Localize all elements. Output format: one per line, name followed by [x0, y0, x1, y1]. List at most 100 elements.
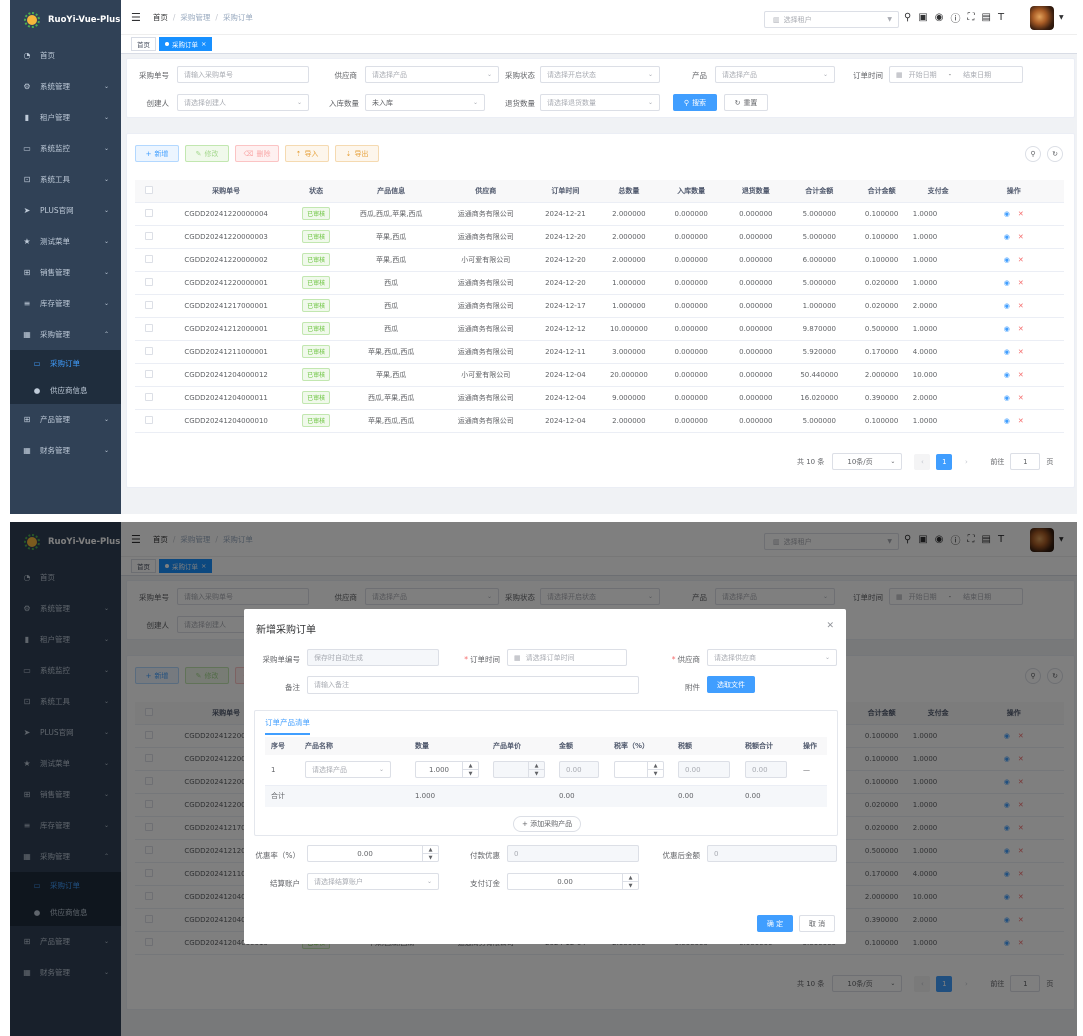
sidebar-item-0[interactable]: ◔ 首页 — [10, 40, 121, 71]
qty-stepper[interactable]: 1.000 ▲ ▼ — [415, 761, 479, 779]
status-select[interactable]: 请选择开启状态 ⌄ — [540, 66, 660, 83]
chevron-up-icon[interactable]: ▲ — [648, 762, 663, 771]
product-select[interactable]: 请选择产品 ⌄ — [305, 761, 391, 779]
sidebar-item-after-1[interactable]: ▦ 财务管理 ⌄ — [10, 435, 121, 466]
view-icon[interactable]: ◉ — [1003, 255, 1010, 264]
tenant-select[interactable]: ▥ 选择租户 ▼ — [764, 11, 899, 28]
row-checkbox[interactable] — [135, 409, 163, 433]
delete-icon[interactable]: ✕ — [1017, 370, 1024, 379]
chevron-up-icon[interactable]: ▲ — [623, 874, 638, 882]
creator-select[interactable]: 请选择创建人 ⌄ — [177, 94, 309, 111]
row-checkbox[interactable] — [135, 294, 163, 318]
page-number[interactable]: 1 — [936, 453, 953, 470]
export-button[interactable]: ⇣导出 — [335, 145, 379, 162]
row-checkbox[interactable] — [135, 363, 163, 387]
delete-icon[interactable]: ✕ — [1017, 324, 1024, 333]
sidebar-subitem-0[interactable]: ▭ 采购订单 — [10, 350, 121, 377]
order-time-picker[interactable]: ▦ 请选择订单时间 — [507, 649, 627, 666]
table-row[interactable]: CGDD20241220000004 已审核西瓜,西瓜,苹果,西瓜运通商务有限公司… — [135, 202, 1064, 226]
view-icon[interactable]: ◉ — [1003, 301, 1010, 310]
row-checkbox[interactable] — [135, 271, 163, 295]
tag-home[interactable]: 首页 — [131, 37, 156, 51]
hamburger-icon[interactable]: ☰ — [131, 10, 141, 24]
refresh-button[interactable]: ↻ — [1047, 146, 1063, 162]
view-icon[interactable]: ◉ — [1003, 209, 1010, 218]
order-time-range[interactable]: ▦ 开始日期 - 结束日期 — [889, 66, 1023, 83]
discount-rate-stepper[interactable]: 0.00 ▲ ▼ — [307, 845, 439, 862]
help-icon[interactable]: ⓘ — [950, 14, 961, 25]
sidebar-item-2[interactable]: ▮ 租户管理 ⌄ — [10, 102, 121, 133]
chevron-down-icon[interactable]: ▼ — [628, 882, 633, 889]
supplier-select[interactable]: 请选择产品 ⌄ — [365, 66, 499, 83]
font-size-icon[interactable]: T — [997, 12, 1005, 23]
close-icon[interactable]: ✕ — [826, 621, 834, 631]
next-page-button[interactable]: › — [958, 453, 975, 470]
sidebar-subitem-1[interactable]: ● 供应商信息 — [10, 377, 121, 404]
product-select[interactable]: 请选择产品 ⌄ — [715, 66, 835, 83]
deposit-stepper[interactable]: 0.00 ▲ ▼ — [507, 873, 639, 890]
view-icon[interactable]: ◉ — [1003, 416, 1010, 425]
confirm-button[interactable]: 确 定 — [757, 915, 793, 932]
chevron-down-icon[interactable]: ▼ — [468, 770, 473, 777]
delete-icon[interactable]: ✕ — [1017, 347, 1024, 356]
sidebar-item-6[interactable]: ★ 测试菜单 ⌄ — [10, 226, 121, 257]
sidebar-item-4[interactable]: ⊡ 系统工具 ⌄ — [10, 164, 121, 195]
remark-textarea[interactable]: 请输入备注 — [307, 676, 639, 694]
edit-button[interactable]: ✎修改 — [185, 145, 229, 162]
select-all-checkbox[interactable] — [135, 180, 163, 203]
sidebar-item-after-0[interactable]: ⊞ 产品管理 ⌄ — [10, 404, 121, 435]
item-op[interactable]: — — [797, 755, 827, 786]
choose-file-button[interactable]: 选取文件 — [707, 676, 755, 693]
view-icon[interactable]: ◉ — [1003, 347, 1010, 356]
delete-icon[interactable]: ✕ — [1017, 232, 1024, 241]
chevron-down-icon[interactable]: ▼ — [653, 770, 658, 777]
cancel-button[interactable]: 取 消 — [799, 915, 835, 932]
row-checkbox[interactable] — [135, 202, 163, 226]
delete-icon[interactable]: ✕ — [1017, 416, 1024, 425]
search-icon[interactable]: ⚲ — [904, 12, 912, 23]
view-icon[interactable]: ◉ — [1003, 324, 1010, 333]
sidebar-item-5[interactable]: ➤ PLUS官网 ⌄ — [10, 195, 121, 226]
supplier-select[interactable]: 请选择供应商 ⌄ — [707, 649, 837, 666]
avatar-caret-icon[interactable]: ▼ — [1059, 14, 1064, 21]
tax-rate-stepper[interactable]: ▲ ▼ — [614, 761, 664, 779]
breadcrumb-home[interactable]: 首页 — [152, 12, 168, 22]
github-icon[interactable]: ◉ — [934, 12, 944, 23]
chevron-up-icon[interactable]: ▲ — [423, 846, 438, 854]
view-icon[interactable]: ◉ — [1003, 393, 1010, 402]
row-checkbox[interactable] — [135, 317, 163, 341]
add-button[interactable]: +新增 — [135, 145, 179, 162]
sidebar-item-3[interactable]: ▭ 系统监控 ⌄ — [10, 133, 121, 164]
tag-purchase-order[interactable]: 采购订单× — [159, 37, 213, 51]
return-qty-select[interactable]: 请选择退货数量 ⌄ — [540, 94, 660, 111]
app-brand[interactable]: RuoYi-Vue-Plus — [10, 0, 121, 40]
add-product-button[interactable]: + 添加采购产品 — [513, 816, 582, 832]
delete-icon[interactable]: ✕ — [1017, 255, 1024, 264]
sidebar-item-1[interactable]: ⚙ 系统管理 ⌄ — [10, 71, 121, 102]
toggle-search-button[interactable]: ⚲ — [1025, 146, 1041, 162]
chevron-down-icon[interactable]: ▼ — [428, 854, 433, 861]
message-icon[interactable]: ▣ — [918, 12, 928, 23]
search-button[interactable]: ⚲搜索 — [673, 94, 717, 111]
row-checkbox[interactable] — [135, 386, 163, 410]
close-icon[interactable]: × — [201, 40, 207, 48]
row-checkbox[interactable] — [135, 248, 163, 272]
chevron-up-icon[interactable]: ▲ — [463, 762, 478, 771]
view-icon[interactable]: ◉ — [1003, 370, 1010, 379]
row-checkbox[interactable] — [135, 225, 163, 249]
delete-icon[interactable]: ✕ — [1017, 393, 1024, 402]
in-qty-select[interactable]: 未入库 ⌄ — [365, 94, 485, 111]
sidebar-item-7[interactable]: ⊞ 销售管理 ⌄ — [10, 257, 121, 288]
view-icon[interactable]: ◉ — [1003, 278, 1010, 287]
row-checkbox[interactable] — [135, 340, 163, 364]
import-button[interactable]: ⇡导入 — [285, 145, 329, 162]
